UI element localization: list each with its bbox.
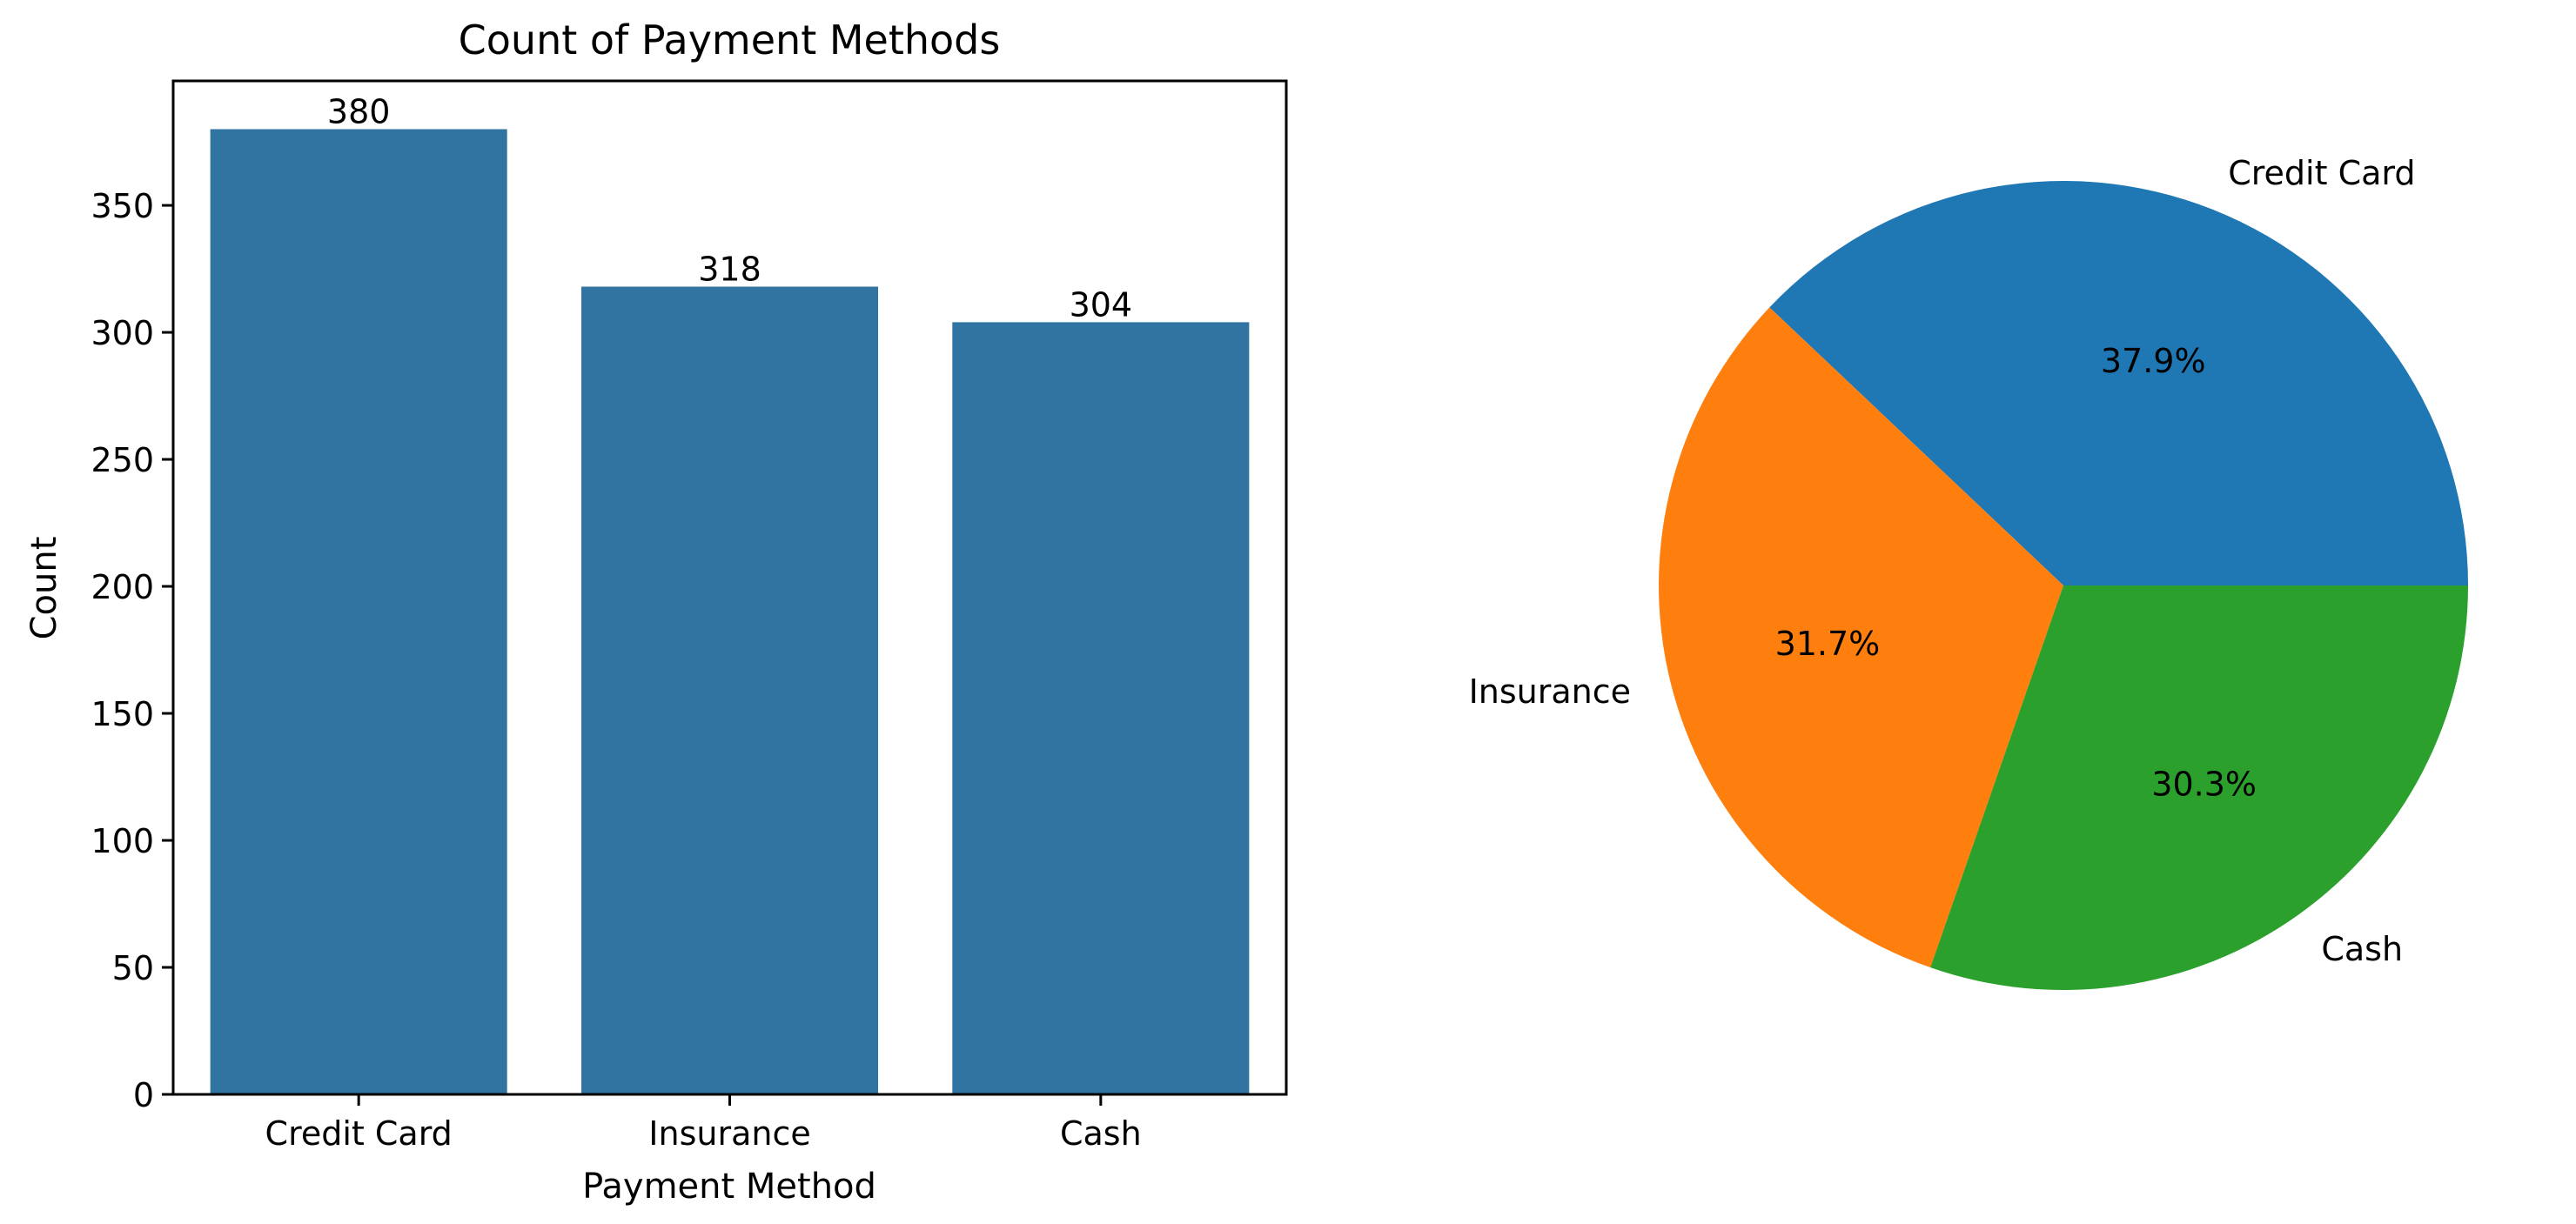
pie-category-label: Credit Card (2228, 154, 2415, 192)
bar-chart-title: Count of Payment Methods (459, 17, 1001, 64)
y-tick-label: 150 (91, 695, 154, 733)
bar-data-labels: 380 318 304 (327, 92, 1132, 324)
bar (580, 286, 879, 1094)
x-tick-label: Insurance (648, 1114, 810, 1153)
bar-data-label: 304 (1070, 285, 1133, 324)
bar-data-label: 380 (327, 92, 391, 130)
pie-category-label: Cash (2321, 930, 2403, 968)
x-axis-label: Payment Method (582, 1167, 876, 1207)
bar-chart: Count of Payment Methods 0 50 100 150 200 250… (24, 17, 1288, 1207)
pie-percent-label: 31.7% (1775, 625, 1881, 663)
y-axis: 0 50 100 150 200 250 300 350 (91, 187, 173, 1114)
x-tick-label: Credit Card (265, 1114, 453, 1153)
pie-category-label: Insurance (1469, 672, 1631, 711)
bar (210, 129, 507, 1094)
bar (952, 322, 1250, 1094)
y-tick-label: 200 (91, 568, 154, 606)
y-tick-label: 50 (112, 949, 154, 987)
pie-slice (1659, 307, 2063, 968)
y-tick-label: 0 (133, 1076, 154, 1114)
y-tick-label: 250 (91, 441, 154, 479)
pie-slices (1659, 181, 2468, 990)
pie-slice (1930, 585, 2468, 990)
pie-percent-label: 30.3% (2151, 765, 2257, 803)
y-axis-label: Count (24, 537, 64, 640)
pie-category-labels: Credit Card Insurance Cash (1469, 154, 2416, 968)
y-tick-label: 100 (91, 822, 154, 860)
y-tick-label: 350 (91, 187, 154, 225)
bar-data-label: 318 (698, 251, 761, 289)
pie-slice (1769, 181, 2468, 585)
pie-percent-labels: 37.9% 31.7% 30.3% (1775, 342, 2257, 804)
y-tick-label: 300 (91, 314, 154, 352)
pie-percent-label: 37.9% (2101, 342, 2206, 380)
x-tick-label: Cash (1060, 1114, 1142, 1153)
pie-chart: 37.9% 31.7% 30.3% Credit Card Insurance Cash (1469, 154, 2468, 990)
bars (210, 129, 1250, 1094)
x-axis: Credit Card Insurance Cash (265, 1094, 1142, 1153)
plot-frame (171, 79, 1288, 1096)
